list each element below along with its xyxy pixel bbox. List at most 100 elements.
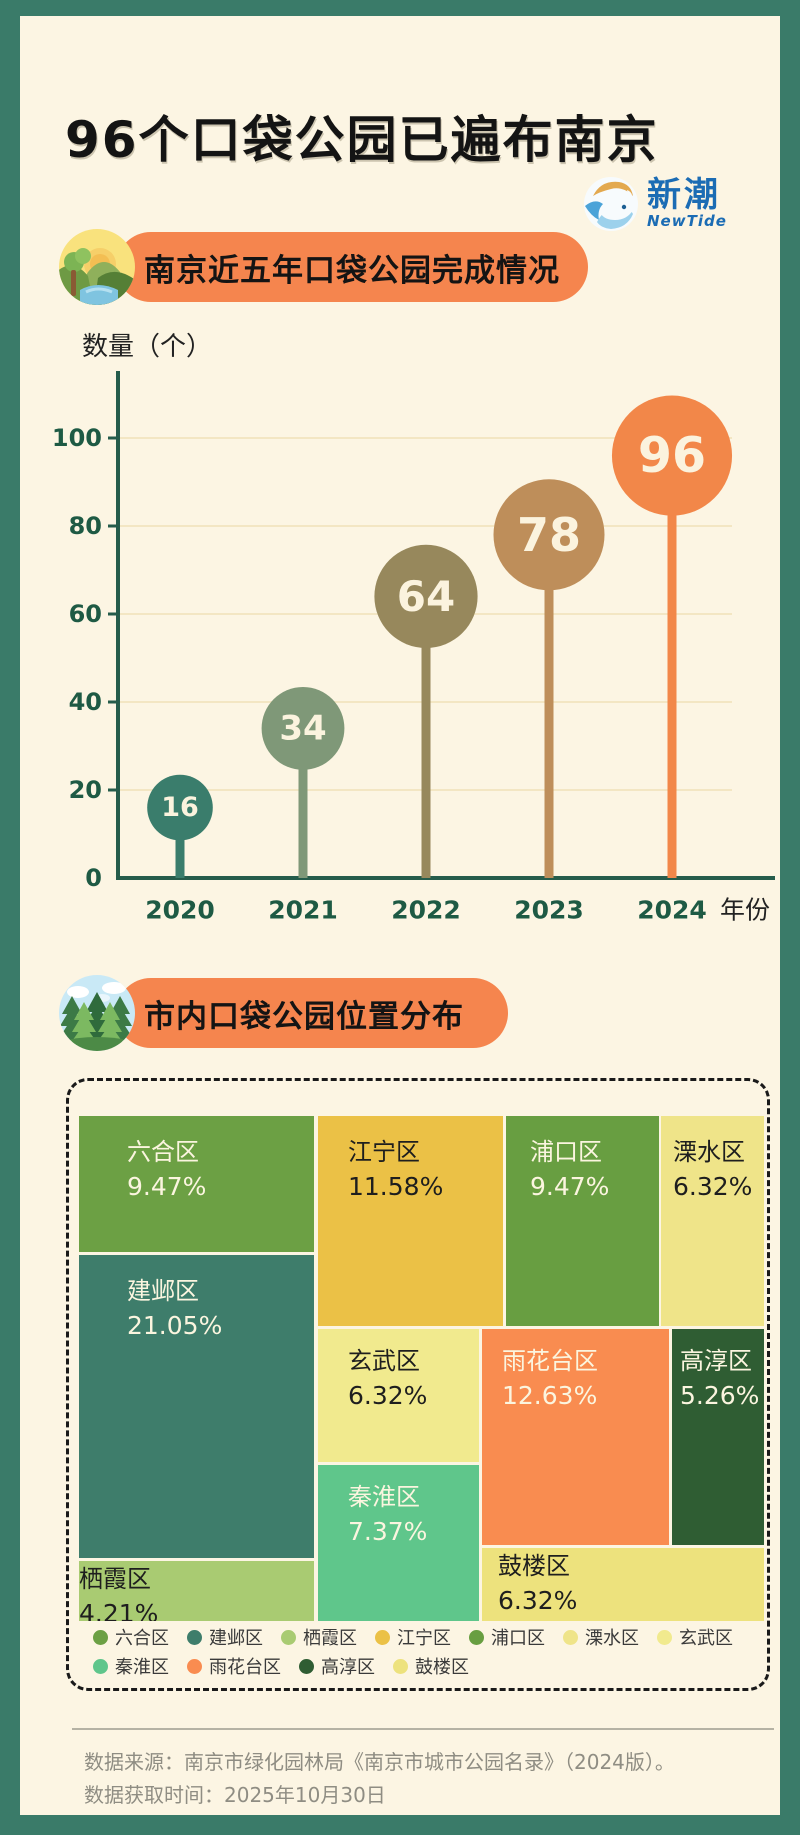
treemap-cell-percentage: 11.58% <box>348 1172 444 1201</box>
treemap-cell-name: 秦淮区 <box>348 1483 420 1511</box>
district-treemap: 六合区 9.47% 建邺区 21.05% 栖霞区 4.21% 江宁区 11.58% 浦口区 9.4… <box>66 1078 770 1691</box>
treemap-cell-percentage: 6.32% <box>348 1381 428 1410</box>
legend-item: 六合区 <box>93 1624 169 1650</box>
completion-chart: 0 20 40 60 80 100 16 2020 34 2021 64 2022 78 2023 96 20… <box>52 371 775 925</box>
y-axis-title: 数量（个） <box>82 332 213 362</box>
logo-zh-label: 新潮 <box>647 175 721 215</box>
newtide-logo-icon <box>584 177 638 231</box>
legend-item: 玄武区 <box>657 1624 733 1650</box>
section-title-completion: 南京近五年口袋公园完成情况 <box>144 252 560 289</box>
bubble-value-label: 64 <box>397 572 455 621</box>
treemap-cell-percentage: 6.32% <box>673 1172 753 1201</box>
x-tick-label: 2022 <box>391 896 461 925</box>
x-tick-label: 2023 <box>514 896 584 925</box>
x-tick-label: 2020 <box>145 896 215 925</box>
newtide-logo-text: 新潮 NewTide <box>647 178 727 230</box>
legend-label: 鼓楼区 <box>415 1657 469 1678</box>
treemap-cell: 江宁区 11.58% <box>318 1116 503 1326</box>
legend-label: 栖霞区 <box>303 1628 357 1649</box>
y-tick-label: 100 <box>52 424 102 452</box>
lollipop-stem <box>298 728 308 878</box>
treemap-cell-name: 溧水区 <box>673 1138 745 1166</box>
legend-dot <box>93 1658 108 1674</box>
y-tick-label: 80 <box>69 512 102 540</box>
treemap-cell: 高淳区 5.26% <box>672 1329 764 1545</box>
lollipop-stem <box>667 455 677 878</box>
treemap-cell-name: 高淳区 <box>680 1347 752 1375</box>
legend-label: 玄武区 <box>679 1628 733 1649</box>
treemap-cell-percentage: 4.21% <box>79 1599 159 1621</box>
legend-dot <box>281 1629 296 1645</box>
data-source-note: 数据来源：南京市绿化园林局《南京市城市公园名录》（2024版）。 <box>84 1750 675 1774</box>
treemap-cell: 溧水区 6.32% <box>661 1116 764 1326</box>
legend-dot <box>657 1629 672 1645</box>
legend-dot <box>93 1629 108 1645</box>
legend-item: 建邺区 <box>187 1624 263 1650</box>
bubble-value-label: 78 <box>517 508 581 562</box>
data-time-note: 数据获取时间：2025年10月30日 <box>84 1783 386 1807</box>
section-title-distribution: 市内口袋公园位置分布 <box>144 998 464 1035</box>
section-pill-background <box>116 232 588 302</box>
newtide-logo: 新潮 NewTide <box>583 171 753 237</box>
legend-item: 江宁区 <box>375 1624 451 1650</box>
legend-label: 秦淮区 <box>115 1657 169 1678</box>
treemap-legend: 六合区 建邺区 栖霞区 江宁区 浦口区 溧水区 玄武区秦淮区 雨花台区 高淳区 鼓楼区 <box>93 1624 761 1679</box>
legend-item: 栖霞区 <box>281 1624 357 1650</box>
lollipop-bubble <box>147 774 213 841</box>
treemap-cell-percentage: 21.05% <box>127 1311 223 1340</box>
treemap-cell-name: 江宁区 <box>348 1138 420 1166</box>
legend-dot <box>375 1629 390 1645</box>
legend-item: 秦淮区 <box>93 1653 169 1679</box>
lollipop-bubble <box>493 479 605 591</box>
legend-label: 建邺区 <box>209 1628 263 1649</box>
y-tick-label: 40 <box>69 688 102 716</box>
legend-dot <box>187 1658 202 1674</box>
treemap-cell: 六合区 9.47% <box>79 1116 314 1252</box>
legend-label: 浦口区 <box>491 1628 545 1649</box>
forest-icon <box>59 975 135 1051</box>
lollipop-bubble <box>611 395 733 516</box>
legend-dot <box>469 1629 484 1645</box>
bubble-value-label: 96 <box>638 427 706 484</box>
lollipop-stem <box>421 596 431 878</box>
y-tick-label: 60 <box>69 600 102 628</box>
footer-divider <box>72 1728 774 1730</box>
section-header-distribution: 市内口袋公园位置分布 <box>58 974 558 1052</box>
content-card: 96个口袋公园已遍布南京 新潮 NewTide <box>20 16 780 1815</box>
treemap-cell-name: 雨花台区 <box>502 1347 598 1375</box>
x-tick-label: 2024 <box>637 896 707 925</box>
lollipop-bubble <box>261 686 345 770</box>
lollipop-stem <box>544 534 554 878</box>
treemap-cell-percentage: 6.32% <box>498 1586 578 1615</box>
legend-label: 高淳区 <box>321 1657 375 1678</box>
legend-item: 溧水区 <box>563 1624 639 1650</box>
treemap-cell-name: 六合区 <box>127 1138 199 1166</box>
treemap-cell-name: 栖霞区 <box>79 1565 151 1593</box>
treemap-cell-percentage: 7.37% <box>348 1517 428 1546</box>
legend-item: 鼓楼区 <box>393 1653 469 1679</box>
treemap-cell: 浦口区 9.47% <box>506 1116 659 1326</box>
treemap-cell: 秦淮区 7.37% <box>318 1465 479 1621</box>
landscape-icon <box>59 229 135 305</box>
treemap-cell-name: 玄武区 <box>348 1347 420 1375</box>
treemap-cell: 栖霞区 4.21% <box>79 1561 314 1621</box>
x-axis-title: 年份 <box>720 896 770 925</box>
legend-label: 雨花台区 <box>209 1657 281 1678</box>
treemap-cell: 鼓楼区 6.32% <box>482 1548 764 1621</box>
legend-item: 高淳区 <box>299 1653 375 1679</box>
bubble-value-label: 34 <box>279 708 326 748</box>
treemap-cell: 玄武区 6.32% <box>318 1329 479 1462</box>
lollipop-bubble <box>374 544 478 648</box>
legend-label: 六合区 <box>115 1628 169 1649</box>
page-title: 96个口袋公园已遍布南京 <box>65 111 659 169</box>
legend-item: 雨花台区 <box>187 1653 281 1679</box>
legend-label: 溧水区 <box>585 1628 639 1649</box>
logo-en-label: NewTide <box>647 212 727 230</box>
legend-dot <box>393 1658 408 1674</box>
lollipop-stem <box>175 807 185 878</box>
section-header-completion: 南京近五年口袋公园完成情况 <box>58 228 598 306</box>
x-tick-label: 2021 <box>268 896 338 925</box>
treemap-cell-name: 建邺区 <box>127 1277 199 1305</box>
treemap-cell-percentage: 5.26% <box>680 1381 760 1410</box>
